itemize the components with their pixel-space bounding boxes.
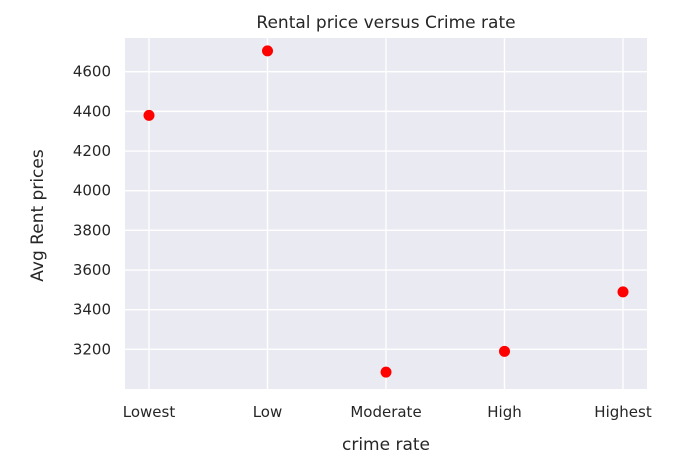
y-tick-label: 4400 bbox=[73, 102, 111, 120]
data-point-highest bbox=[617, 286, 629, 298]
y-tick-label: 3800 bbox=[73, 221, 111, 239]
data-points bbox=[143, 45, 629, 378]
x-tick-label: Highest bbox=[594, 403, 652, 421]
x-axis-label: crime rate bbox=[342, 435, 430, 455]
grid-lines bbox=[125, 38, 647, 389]
x-tick-label: Lowest bbox=[123, 403, 176, 421]
data-point-moderate bbox=[380, 366, 392, 378]
y-tick-label: 3600 bbox=[73, 261, 111, 279]
data-point-lowest bbox=[143, 109, 155, 121]
x-tick-labels: Lowest Low Moderate High Highest bbox=[123, 403, 652, 421]
x-tick-label: High bbox=[487, 403, 521, 421]
y-tick-label: 3400 bbox=[73, 301, 111, 319]
y-tick-label: 4000 bbox=[73, 182, 111, 200]
data-point-high bbox=[499, 345, 510, 357]
chart-title: Rental price versus Crime rate bbox=[256, 13, 515, 33]
y-tick-labels: 3200 3400 3600 3800 4000 4200 4400 4600 bbox=[73, 63, 111, 359]
data-point-low bbox=[262, 45, 273, 57]
x-tick-label: Moderate bbox=[350, 403, 421, 421]
y-axis-label: Avg Rent prices bbox=[28, 149, 48, 282]
y-tick-label: 4200 bbox=[73, 142, 111, 160]
y-tick-label: 3200 bbox=[73, 340, 111, 358]
x-tick-label: Low bbox=[253, 403, 283, 421]
y-tick-label: 4600 bbox=[73, 63, 111, 81]
